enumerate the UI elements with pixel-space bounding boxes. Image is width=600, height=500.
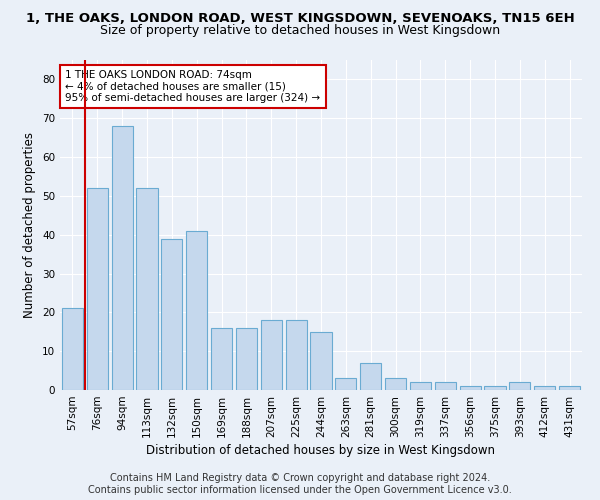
Bar: [211, 328, 232, 390]
Text: Size of property relative to detached houses in West Kingsdown: Size of property relative to detached ho…: [100, 24, 500, 37]
Bar: [112, 126, 133, 390]
Bar: [87, 188, 108, 390]
Bar: [62, 308, 83, 390]
Bar: [509, 382, 530, 390]
Bar: [136, 188, 158, 390]
Bar: [186, 231, 207, 390]
Bar: [360, 363, 381, 390]
Bar: [385, 378, 406, 390]
Bar: [435, 382, 456, 390]
Bar: [310, 332, 332, 390]
Bar: [335, 378, 356, 390]
Bar: [559, 386, 580, 390]
Bar: [286, 320, 307, 390]
Bar: [161, 238, 182, 390]
Text: 1, THE OAKS, LONDON ROAD, WEST KINGSDOWN, SEVENOAKS, TN15 6EH: 1, THE OAKS, LONDON ROAD, WEST KINGSDOWN…: [26, 12, 574, 26]
Bar: [236, 328, 257, 390]
Bar: [484, 386, 506, 390]
Text: 1 THE OAKS LONDON ROAD: 74sqm
← 4% of detached houses are smaller (15)
95% of se: 1 THE OAKS LONDON ROAD: 74sqm ← 4% of de…: [65, 70, 320, 103]
Bar: [460, 386, 481, 390]
Text: Contains HM Land Registry data © Crown copyright and database right 2024.
Contai: Contains HM Land Registry data © Crown c…: [88, 474, 512, 495]
Y-axis label: Number of detached properties: Number of detached properties: [23, 132, 37, 318]
Bar: [410, 382, 431, 390]
Bar: [261, 320, 282, 390]
Bar: [534, 386, 555, 390]
X-axis label: Distribution of detached houses by size in West Kingsdown: Distribution of detached houses by size …: [146, 444, 496, 457]
